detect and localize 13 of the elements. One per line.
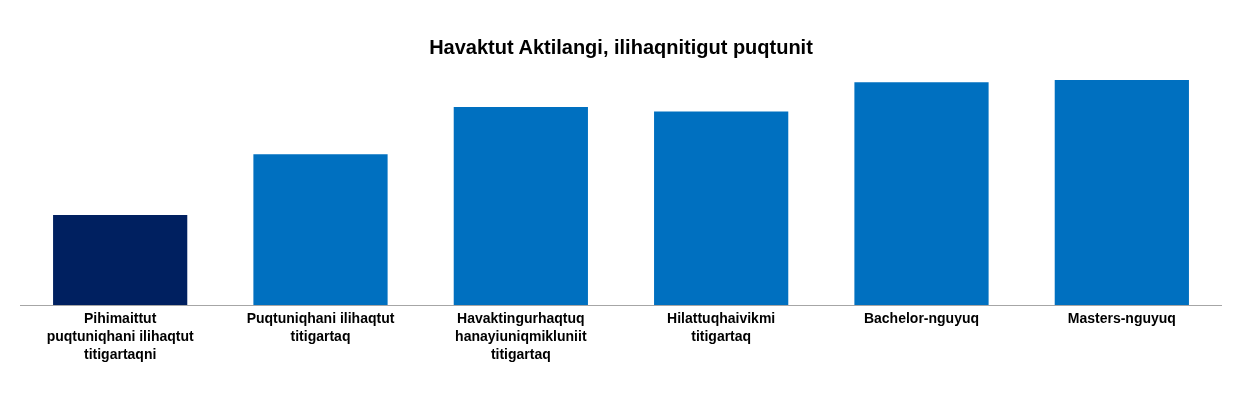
x-tick-label: Puqtuniqhani ilihaqtut titigartaq — [246, 309, 395, 344]
bar — [654, 111, 789, 305]
bar — [53, 215, 188, 305]
x-tick-label: Pihimaittut puqtuniqhani ilihaqtut titigartaqni — [46, 309, 194, 363]
bar — [1054, 80, 1189, 305]
x-tick-label: Havaktingurhaqtuq hanayiuniqmikluniit titigartaq — [455, 309, 587, 363]
x-tick-label: Hilattuqhaivikmi titigartaq — [667, 309, 776, 344]
bar — [253, 154, 388, 305]
chart-title: Havaktut Aktilangi, ilihaqnitigut puqtunit — [429, 36, 814, 58]
x-tick-label: Bachelor-nguyuq — [863, 309, 980, 326]
bar — [453, 107, 588, 305]
bar — [854, 82, 989, 305]
x-tick-label: Masters-nguyuq — [1067, 309, 1176, 326]
